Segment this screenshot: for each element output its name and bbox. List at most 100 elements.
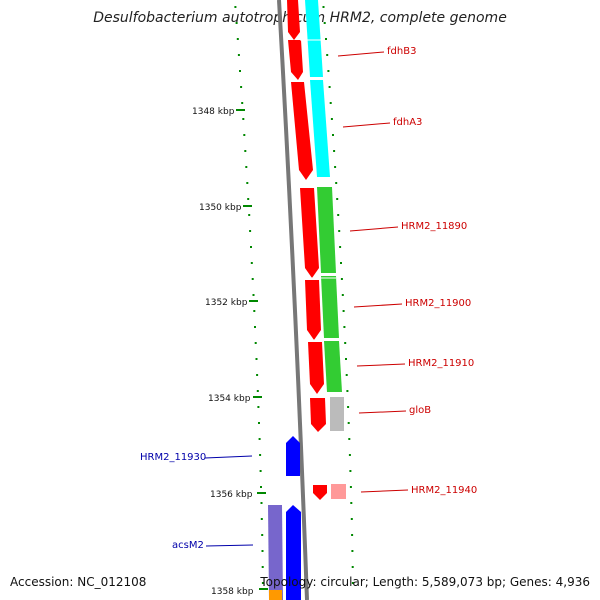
cog-block — [305, 0, 323, 77]
scale-dot — [329, 102, 332, 104]
scale-dot — [351, 566, 354, 568]
scale-dots-left — [234, 6, 264, 584]
scale-dot — [261, 534, 264, 536]
cog-block — [310, 80, 330, 177]
scale-dot — [348, 438, 351, 440]
scale-dot — [342, 310, 345, 312]
scale-dot — [237, 54, 240, 56]
gene-label: gloB — [409, 405, 431, 416]
scale-dot — [261, 550, 264, 552]
cds-arrow — [291, 82, 313, 180]
scale-dot — [333, 150, 336, 152]
cog-block — [269, 590, 282, 600]
scale-dot — [326, 54, 329, 56]
scale-dot — [349, 486, 352, 488]
cds-track-forward — [287, 0, 327, 500]
scale-dot — [348, 454, 351, 456]
scale-dot — [349, 470, 352, 472]
scale-dot — [239, 70, 241, 72]
scale-dot — [249, 230, 252, 232]
cds-arrow — [286, 505, 301, 600]
scale-dot — [341, 294, 344, 296]
scale-dot — [327, 70, 330, 72]
scale-dot — [247, 198, 250, 200]
cog-block — [324, 341, 342, 392]
scale-dot — [244, 150, 247, 152]
gene-labels-right: fdhB3 fdhA3 HRM2_11890 HRM2_11900 HRM2_1… — [337, 46, 477, 496]
scale-dot — [251, 278, 254, 280]
scale-dot — [335, 182, 338, 184]
gene-label: fdhA3 — [393, 117, 422, 128]
scale-dot — [325, 38, 327, 40]
kbp-label: 1358 kbp — [211, 587, 254, 597]
cog-block — [317, 187, 336, 273]
scale-dot — [246, 182, 249, 184]
scale-dot — [242, 118, 245, 120]
scale-dot — [338, 230, 341, 232]
gene-label: HRM2_11930 — [140, 452, 206, 463]
scale-dot — [235, 22, 238, 24]
cds-track-reverse — [286, 436, 301, 600]
scale-dot — [258, 438, 261, 440]
kbp-ruler: 1348 kbp 1350 kbp 1352 kbp 1354 kbp 1356… — [192, 107, 268, 597]
scale-dot — [236, 38, 239, 40]
scale-dot — [347, 406, 350, 408]
scale-dot — [254, 342, 257, 344]
block-separators — [300, 39, 340, 341]
scale-dot — [345, 358, 347, 360]
scale-dot — [260, 502, 263, 504]
kbp-label: 1352 kbp — [205, 298, 248, 308]
scale-dot — [340, 278, 343, 280]
cds-arrow — [310, 398, 326, 432]
cds-arrow — [305, 280, 321, 340]
scale-dot — [250, 262, 253, 264]
scale-dot — [258, 422, 260, 424]
cds-arrow — [313, 485, 327, 500]
scale-dot — [243, 134, 246, 136]
cds-arrow — [286, 436, 300, 476]
scale-dot — [248, 214, 251, 216]
scale-dot — [260, 518, 263, 520]
scale-dot — [255, 358, 258, 360]
scale-dot — [252, 294, 255, 296]
scale-dot — [250, 246, 252, 248]
cog-track-green — [317, 187, 342, 392]
gene-label: HRM2_11900 — [405, 298, 471, 309]
scale-dot — [337, 214, 340, 216]
scale-dot — [260, 486, 262, 488]
kbp-label: 1356 kbp — [210, 490, 253, 500]
gene-labels-left: HRM2_11930 acsM2 — [140, 452, 254, 551]
kbp-label: 1350 kbp — [199, 203, 242, 213]
scale-dot — [336, 198, 339, 200]
cds-arrow — [300, 188, 319, 278]
scale-dot — [245, 166, 248, 168]
scale-dot — [256, 390, 259, 392]
cog-track-cyan — [305, 0, 330, 177]
kbp-label: 1348 kbp — [192, 107, 235, 117]
cog-block — [331, 484, 346, 499]
scale-dot — [351, 534, 354, 536]
scale-dot — [253, 310, 256, 312]
scale-dot — [241, 102, 244, 104]
gene-label: HRM2_11940 — [411, 485, 477, 496]
cds-arrow — [287, 0, 300, 40]
scale-dot — [256, 374, 259, 376]
scale-dot — [259, 470, 262, 472]
cds-arrow — [288, 40, 303, 80]
scale-dot — [339, 246, 342, 248]
scale-dot — [345, 374, 348, 376]
genome-backbone — [277, 0, 309, 600]
scale-dot — [261, 566, 264, 568]
scale-dots-right — [322, 6, 354, 584]
cog-block — [330, 397, 344, 431]
gene-label: HRM2_11910 — [408, 358, 474, 369]
scale-dot — [257, 406, 260, 408]
scale-dot — [334, 166, 337, 168]
map-title: Desulfobacterium autotrophicum HRM2, com… — [93, 10, 507, 26]
scale-dot — [350, 502, 353, 504]
scale-dot — [254, 326, 256, 328]
scale-dot — [351, 582, 354, 584]
scale-dot — [343, 326, 346, 328]
scale-dot — [323, 22, 326, 24]
